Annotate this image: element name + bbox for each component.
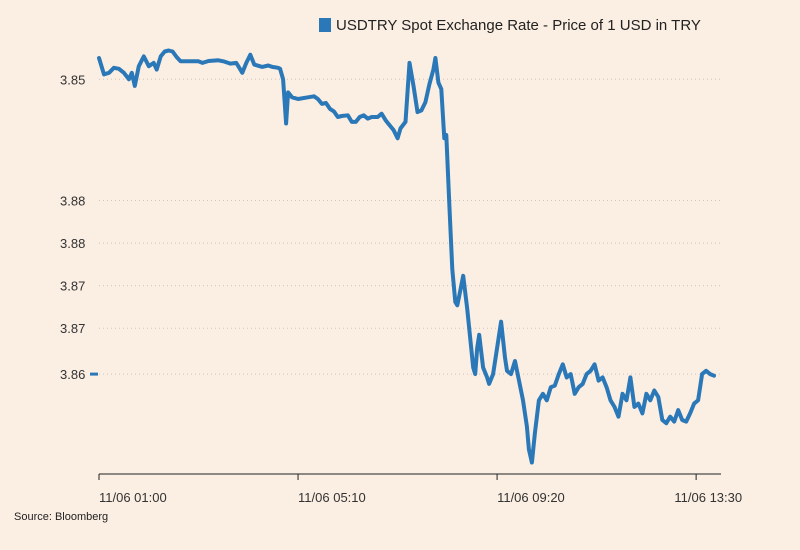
legend-label: USDTRY Spot Exchange Rate - Price of 1 U… xyxy=(336,17,701,34)
y-tick-label: 3.88 xyxy=(60,236,85,251)
legend-swatch xyxy=(319,18,331,32)
x-axis-ticks: 11/06 01:00 11/06 05:10 11/06 09:20 11/06 1… xyxy=(98,474,742,505)
gridlines xyxy=(99,78,721,375)
y-axis-ticks: 3.85 3.86 3.87 3.87 3.88 3.88 xyxy=(60,72,98,382)
x-tick-label: 11/06 01:00 xyxy=(99,490,167,505)
series-line xyxy=(97,48,716,465)
y-tick-label: 3.88 xyxy=(60,193,85,208)
y-tick-label: 3.87 xyxy=(60,279,85,294)
series-group xyxy=(97,48,716,465)
y-tick-label: 3.85 xyxy=(60,72,85,87)
x-tick-label: 11/06 09:20 xyxy=(497,490,565,505)
source-note: Source: Bloomberg xyxy=(14,511,108,523)
x-tick-label: 11/06 13:30 xyxy=(674,490,742,505)
legend: USDTRY Spot Exchange Rate - Price of 1 U… xyxy=(319,17,701,34)
y-tick-label: 3.87 xyxy=(60,321,85,336)
x-tick-label: 11/06 05:10 xyxy=(298,490,366,505)
y-tick-label: 3.86 xyxy=(60,367,85,382)
